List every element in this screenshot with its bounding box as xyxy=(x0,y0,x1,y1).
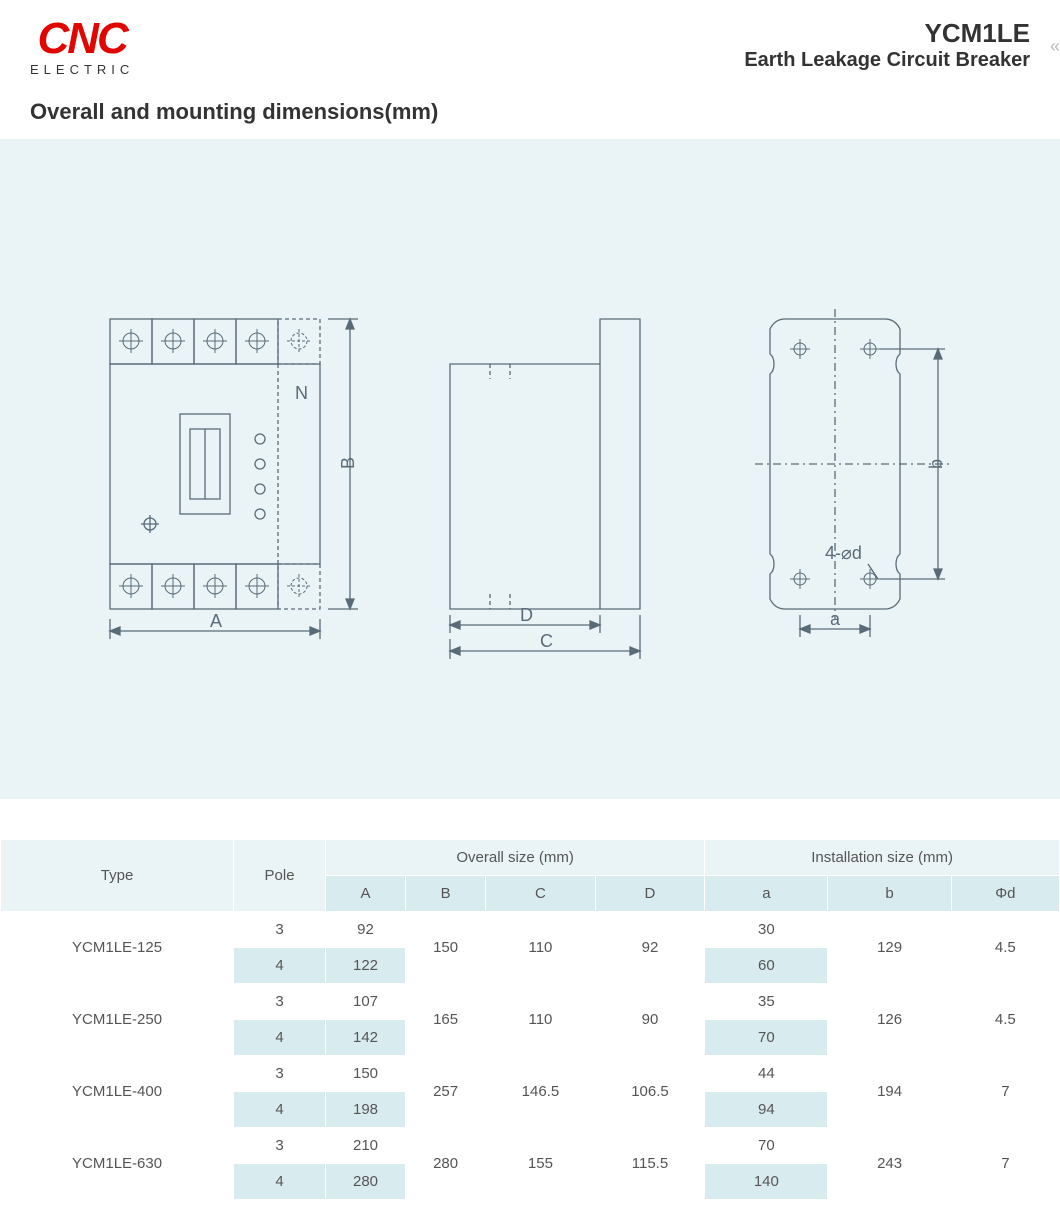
cell-a: 94 xyxy=(705,1091,828,1127)
cell-A: 280 xyxy=(325,1163,405,1199)
cell-B: 165 xyxy=(406,983,486,1055)
col-pole: Pole xyxy=(234,839,326,911)
cell-A: 122 xyxy=(325,947,405,983)
prev-page-icon: « xyxy=(1050,36,1054,57)
cell-D: 90 xyxy=(595,983,705,1055)
cell-C: 110 xyxy=(486,911,596,983)
col-type: Type xyxy=(1,839,234,911)
cell-C: 155 xyxy=(486,1127,596,1199)
cell-b: 194 xyxy=(828,1055,951,1127)
col-B: B xyxy=(406,875,486,911)
cell-type: YCM1LE-630 xyxy=(1,1127,234,1199)
dimension-diagram-panel: N A B xyxy=(0,139,1060,799)
section-title: Overall and mounting dimensions(mm) xyxy=(0,87,1060,139)
cell-type: YCM1LE-125 xyxy=(1,911,234,983)
col-D: D xyxy=(595,875,705,911)
svg-text:C: C xyxy=(540,631,553,651)
cell-phid: 7 xyxy=(951,1127,1059,1199)
cell-pole: 3 xyxy=(234,1055,326,1091)
col-b: b xyxy=(828,875,951,911)
product-title-block: YCM1LE Earth Leakage Circuit Breaker xyxy=(744,18,1030,72)
cell-pole: 3 xyxy=(234,911,326,947)
product-description: Earth Leakage Circuit Breaker xyxy=(744,49,1030,72)
svg-text:4-⌀d: 4-⌀d xyxy=(825,543,862,563)
page-header: CNC ELECTRIC YCM1LE Earth Leakage Circui… xyxy=(0,0,1060,87)
cell-A: 107 xyxy=(325,983,405,1019)
col-phid: Φd xyxy=(951,875,1059,911)
cell-b: 129 xyxy=(828,911,951,983)
product-code: YCM1LE xyxy=(744,18,1030,49)
cell-b: 243 xyxy=(828,1127,951,1199)
cell-A: 92 xyxy=(325,911,405,947)
cell-A: 210 xyxy=(325,1127,405,1163)
cell-phid: 7 xyxy=(951,1055,1059,1127)
svg-text:N: N xyxy=(295,383,308,403)
cell-pole: 3 xyxy=(234,983,326,1019)
cell-type: YCM1LE-250 xyxy=(1,983,234,1055)
dimension-diagram: N A B xyxy=(50,279,1010,659)
cell-pole: 3 xyxy=(234,1127,326,1163)
col-a: a xyxy=(705,875,828,911)
col-group-install: Installation size (mm) xyxy=(705,839,1060,875)
col-C: C xyxy=(486,875,596,911)
cell-A: 142 xyxy=(325,1019,405,1055)
cell-pole: 4 xyxy=(234,947,326,983)
brand-logo: CNC ELECTRIC xyxy=(30,18,134,77)
cell-D: 106.5 xyxy=(595,1055,705,1127)
cell-D: 115.5 xyxy=(595,1127,705,1199)
svg-text:D: D xyxy=(520,605,533,625)
cell-D: 92 xyxy=(595,911,705,983)
cell-a: 44 xyxy=(705,1055,828,1091)
cell-C: 146.5 xyxy=(486,1055,596,1127)
svg-text:A: A xyxy=(210,611,222,631)
col-group-overall: Overall size (mm) xyxy=(325,839,704,875)
dimensions-table: Type Pole Overall size (mm) Installation… xyxy=(0,839,1060,1200)
cell-b: 126 xyxy=(828,983,951,1055)
col-A: A xyxy=(325,875,405,911)
cell-A: 198 xyxy=(325,1091,405,1127)
cell-a: 35 xyxy=(705,983,828,1019)
dimensions-table-body: YCM1LE-12539215011092301294.5412260YCM1L… xyxy=(1,911,1060,1199)
svg-text:a: a xyxy=(830,609,841,629)
cell-B: 150 xyxy=(406,911,486,983)
cell-phid: 4.5 xyxy=(951,983,1059,1055)
cell-a: 30 xyxy=(705,911,828,947)
cell-a: 140 xyxy=(705,1163,828,1199)
cell-pole: 4 xyxy=(234,1163,326,1199)
cell-A: 150 xyxy=(325,1055,405,1091)
cell-a: 70 xyxy=(705,1127,828,1163)
svg-text:B: B xyxy=(338,457,358,469)
cell-pole: 4 xyxy=(234,1091,326,1127)
cell-B: 280 xyxy=(406,1127,486,1199)
brand-logo-main: CNC xyxy=(37,18,126,60)
brand-logo-sub: ELECTRIC xyxy=(30,62,134,77)
svg-text:b: b xyxy=(926,459,946,469)
cell-a: 60 xyxy=(705,947,828,983)
cell-a: 70 xyxy=(705,1019,828,1055)
cell-phid: 4.5 xyxy=(951,911,1059,983)
cell-B: 257 xyxy=(406,1055,486,1127)
cell-type: YCM1LE-400 xyxy=(1,1055,234,1127)
cell-C: 110 xyxy=(486,983,596,1055)
cell-pole: 4 xyxy=(234,1019,326,1055)
